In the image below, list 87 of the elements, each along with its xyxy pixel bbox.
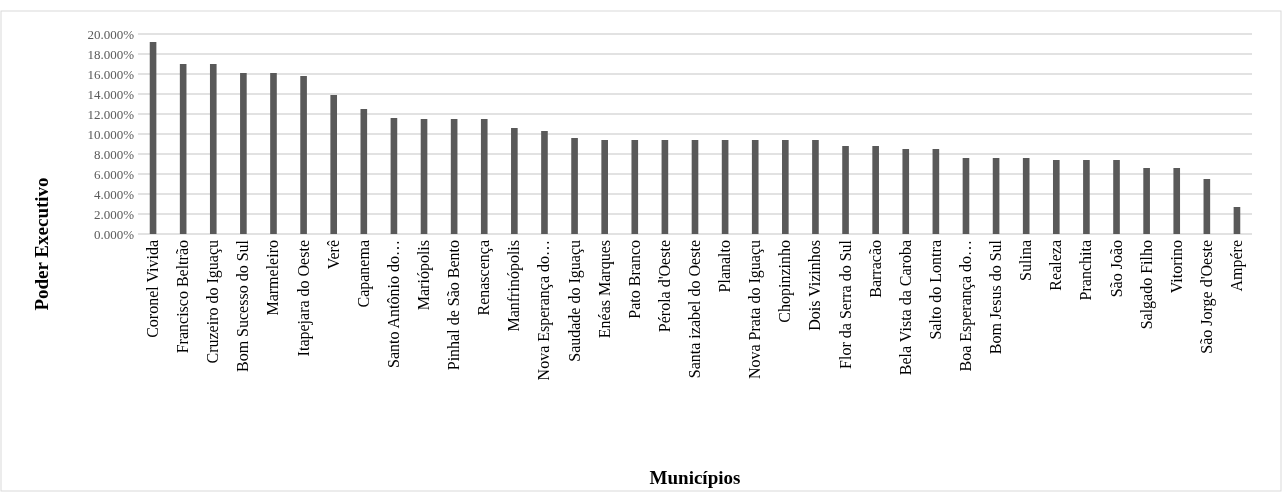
x-tick-label: Dois Vizinhos: [806, 240, 824, 331]
x-tick-label: São Jorge d'Oeste: [1197, 240, 1216, 354]
bar: [962, 158, 970, 234]
bar: [691, 140, 699, 234]
y-tick-label: 20.000%: [87, 26, 135, 42]
y-tick-label: 8.000%: [93, 146, 135, 162]
bar: [902, 149, 910, 234]
bar: [149, 42, 157, 234]
y-tick-label: 18.000%: [87, 46, 135, 62]
x-tick-label: Salgado Filho: [1137, 240, 1156, 330]
x-tick-label: Itapejara do Oeste: [294, 240, 313, 357]
bar: [721, 140, 729, 234]
x-tick-label: Chopinzinho: [776, 240, 795, 323]
y-tick-label: 10.000%: [87, 126, 135, 142]
x-tick-label: Pranchita: [1077, 240, 1095, 301]
y-tick-label: 6.000%: [93, 166, 135, 182]
bar: [300, 76, 307, 234]
bar: [1083, 160, 1090, 234]
bar: [601, 140, 608, 234]
bar: [330, 95, 338, 234]
y-tick-label: 14.000%: [87, 86, 135, 102]
bar: [179, 64, 187, 234]
y-tick-label: 12.000%: [87, 106, 135, 122]
x-tick-label: Renascença: [475, 240, 494, 316]
x-tick-label: São João: [1107, 240, 1125, 298]
bar: [631, 140, 639, 234]
bar: [932, 149, 940, 234]
bar: [541, 131, 548, 234]
bar: [812, 140, 819, 234]
x-tick-label: Manfrinópolis: [505, 240, 524, 332]
x-axis-title: Municípios: [649, 467, 741, 488]
x-tick-label: Planalto: [716, 240, 734, 293]
x-tick-label: Verê: [324, 240, 342, 270]
x-tick-label: Nova Esperança do…: [535, 240, 554, 381]
y-tick-label: 0.000%: [93, 226, 135, 242]
x-tick-label: Bom Sucesso do Sul: [234, 239, 252, 373]
bar: [751, 140, 759, 234]
bar: [992, 158, 1000, 234]
bar: [872, 146, 879, 234]
x-tick-label: Ampére: [1227, 240, 1246, 292]
bar: [1022, 158, 1030, 234]
bar: [450, 119, 458, 234]
x-tick-label: Pérola d'Oeste: [655, 240, 673, 333]
bar: [1143, 168, 1150, 234]
bar: [270, 73, 277, 234]
bar: [390, 118, 398, 234]
x-tick-label: Capanema: [354, 240, 373, 308]
x-tick-label: Bom Jesus do Sul: [987, 239, 1005, 355]
x-tick-label: Pato Branco: [625, 240, 643, 319]
bar: [511, 128, 518, 234]
x-tick-label: Realeza: [1047, 240, 1065, 291]
bar: [571, 138, 578, 234]
x-tick-label: Enéas Marques: [595, 240, 614, 339]
y-tick-label: 4.000%: [93, 186, 135, 202]
x-tick-label: Flor da Serra do Sul: [836, 239, 854, 369]
x-tick-label: Saudade do Iguaçu: [565, 240, 584, 362]
bar: [782, 140, 789, 234]
x-tick-label: Nova Prata do Iguaçu: [746, 240, 765, 380]
bar: [842, 146, 849, 234]
x-tick-label: Barracão: [866, 240, 884, 298]
x-tick-label: Santo Antônio do…: [384, 240, 402, 369]
y-tick-label: 16.000%: [87, 66, 135, 82]
bar: [360, 109, 368, 234]
bar: [480, 119, 488, 234]
x-tick-label: Coronel Vivida: [144, 240, 162, 338]
bar: [1052, 160, 1060, 234]
bar: [1113, 160, 1120, 234]
bar: [1233, 207, 1241, 234]
x-tick-label: Cruzeiro do Iguaçu: [204, 240, 223, 364]
bar: [420, 119, 428, 234]
x-tick-label: Boa Esperança do…: [956, 240, 975, 372]
x-tick-label: Marmeleiro: [264, 240, 282, 316]
x-tick-label: Mariópolis: [415, 240, 434, 311]
x-tick-label: Salto do Lontra: [926, 240, 944, 340]
bar: [1173, 168, 1181, 234]
bar: [240, 73, 247, 234]
x-tick-label: Francisco Beltrão: [174, 240, 192, 354]
x-tick-label: Santa izabel do Oeste: [686, 240, 703, 379]
y-axis-title: Poder Executivo: [31, 177, 52, 311]
y-tick-label: 2.000%: [93, 206, 135, 222]
x-tick-label: Pinhal de São Bento: [445, 240, 463, 371]
x-tick-label: Bela Vista da Caroba: [896, 240, 914, 376]
bar: [1203, 179, 1211, 234]
bar: [209, 64, 217, 234]
x-tick-label: Vitorino: [1167, 240, 1185, 294]
x-tick-label: Sulina: [1017, 240, 1035, 281]
bar: [661, 140, 669, 234]
